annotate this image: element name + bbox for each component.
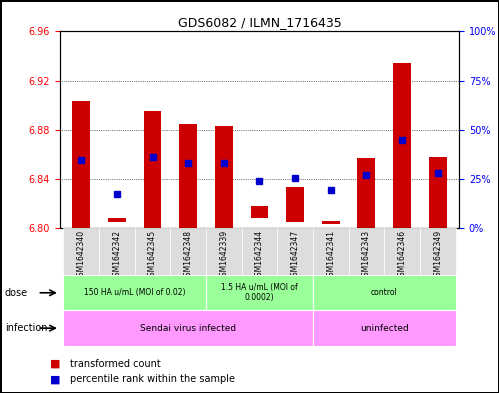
Text: 150 HA u/mL (MOI of 0.02): 150 HA u/mL (MOI of 0.02) <box>84 288 186 297</box>
Bar <box>429 157 447 228</box>
Bar <box>108 218 126 222</box>
Text: control: control <box>371 288 398 297</box>
FancyBboxPatch shape <box>99 228 135 275</box>
FancyBboxPatch shape <box>277 228 313 275</box>
FancyBboxPatch shape <box>206 228 242 275</box>
FancyBboxPatch shape <box>349 228 384 275</box>
FancyBboxPatch shape <box>63 228 99 275</box>
Text: 1.5 HA u/mL (MOI of
0.0002): 1.5 HA u/mL (MOI of 0.0002) <box>221 283 298 303</box>
Text: dose: dose <box>5 288 28 298</box>
Text: GSM1642348: GSM1642348 <box>184 230 193 281</box>
Text: transformed count: transformed count <box>70 358 161 369</box>
Bar <box>357 158 375 228</box>
Bar <box>144 111 162 228</box>
FancyBboxPatch shape <box>63 275 206 310</box>
Bar <box>250 206 268 218</box>
Text: uninfected: uninfected <box>360 324 409 332</box>
FancyBboxPatch shape <box>384 228 420 275</box>
Bar <box>215 126 233 228</box>
Bar <box>72 101 90 228</box>
Text: GSM1642344: GSM1642344 <box>255 230 264 281</box>
Text: ■: ■ <box>50 374 60 384</box>
FancyBboxPatch shape <box>313 228 349 275</box>
Text: GSM1642343: GSM1642343 <box>362 230 371 281</box>
FancyBboxPatch shape <box>313 310 456 346</box>
Text: percentile rank within the sample: percentile rank within the sample <box>70 374 235 384</box>
Text: GSM1642346: GSM1642346 <box>398 230 407 281</box>
FancyBboxPatch shape <box>63 310 313 346</box>
Text: GSM1642347: GSM1642347 <box>290 230 299 281</box>
Text: GSM1642345: GSM1642345 <box>148 230 157 281</box>
Bar <box>179 123 197 228</box>
Bar <box>393 63 411 228</box>
Text: Sendai virus infected: Sendai virus infected <box>140 324 236 332</box>
Text: GSM1642339: GSM1642339 <box>220 230 229 281</box>
FancyBboxPatch shape <box>170 228 206 275</box>
Text: GSM1642341: GSM1642341 <box>326 230 335 281</box>
Text: GSM1642340: GSM1642340 <box>77 230 86 281</box>
Bar <box>322 220 340 224</box>
FancyBboxPatch shape <box>206 275 313 310</box>
Text: infection: infection <box>5 323 47 333</box>
FancyBboxPatch shape <box>242 228 277 275</box>
Text: GSM1642349: GSM1642349 <box>433 230 442 281</box>
FancyBboxPatch shape <box>313 275 456 310</box>
FancyBboxPatch shape <box>135 228 170 275</box>
Bar <box>286 187 304 222</box>
FancyBboxPatch shape <box>420 228 456 275</box>
Text: ■: ■ <box>50 358 60 369</box>
Text: GSM1642342: GSM1642342 <box>112 230 121 281</box>
Title: GDS6082 / ILMN_1716435: GDS6082 / ILMN_1716435 <box>178 16 341 29</box>
